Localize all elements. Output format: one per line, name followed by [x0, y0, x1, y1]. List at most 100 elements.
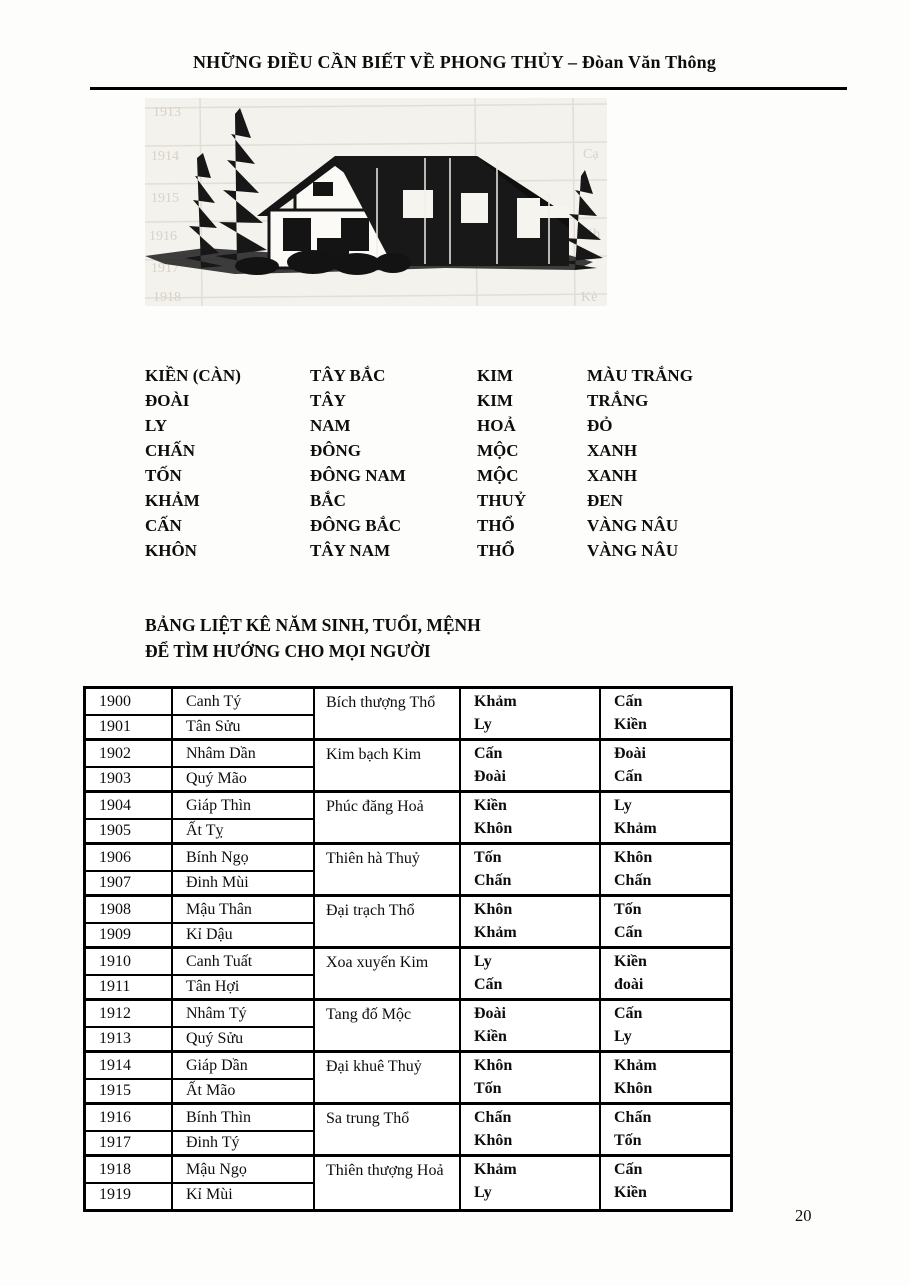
huong-cell-1: Cấn Đoài: [461, 741, 601, 790]
trigram-direction: TÂY NAM: [310, 541, 391, 560]
trigram-element: HOẢ: [477, 416, 516, 435]
section-heading-line1: BẢNG LIỆT KÊ NĂM SINH, TUỔI, MỆNH: [145, 615, 481, 635]
canchi-cell: Canh Tý Tân Sửu: [173, 689, 315, 738]
year-value: 1909: [86, 922, 171, 946]
huong-value: Khảm: [614, 820, 657, 837]
huong-cell-2: Tốn Cấn: [601, 897, 730, 946]
menh-cell: Tang đố Mộc: [315, 1001, 461, 1050]
canchi-cell: Mậu Ngọ Kỉ Mùi: [173, 1157, 315, 1209]
trigram-name: TỐN: [145, 466, 182, 485]
table-row-group: 1908 1909 Mậu Thân Kỉ Dậu Đại trạch Thổ …: [86, 897, 730, 949]
huong-cell-2: Đoài Cấn: [601, 741, 730, 790]
huong-cell-1: Đoài Kiền: [461, 1001, 601, 1050]
page-header-title: NHỮNG ĐIỀU CẦN BIẾT VỀ PHONG THỦY – Đòan…: [192, 52, 717, 72]
huong-value: Kiền: [614, 1184, 647, 1201]
table-row-group: 1916 1917 Bính Thìn Đinh Tý Sa trung Thổ…: [86, 1105, 730, 1157]
table-row-group: 1912 1913 Nhâm Tý Quý Sửu Tang đố Mộc Đo…: [86, 1001, 730, 1053]
year-value: 1919: [86, 1182, 171, 1206]
canchi-cell: Bính Ngọ Đinh Mùi: [173, 845, 315, 894]
svg-text:1916: 1916: [149, 229, 177, 244]
year-value: 1901: [86, 714, 171, 738]
year-cell: 1902 1903: [86, 741, 173, 790]
canchi-cell: Bính Thìn Đinh Tý: [173, 1105, 315, 1154]
huong-cell-2: Ly Khảm: [601, 793, 730, 842]
huong-value: Chấn: [614, 1109, 652, 1126]
year-cell: 1916 1917: [86, 1105, 173, 1154]
huong-value: Đoài: [474, 768, 506, 785]
header-rule: [90, 87, 847, 90]
year-value: 1908: [99, 901, 131, 918]
huong-value: Khảm: [474, 924, 517, 941]
svg-text:Cạ: Cạ: [583, 147, 599, 162]
trigram-direction-list: KIỀN (CÀN) TÂY BẮC KIM MÀU TRẮNG ĐOÀI TÂ…: [145, 363, 765, 563]
huong-value: Khôn: [474, 1132, 513, 1149]
trigram-row: ĐOÀI TÂY KIM TRẮNG: [145, 388, 765, 413]
canchi-value: Giáp Thìn: [186, 797, 252, 814]
year-cell: 1910 1911: [86, 949, 173, 998]
canchi-value: Canh Tuất: [186, 953, 253, 970]
trigram-row: LY NAM HOẢ ĐỎ: [145, 413, 765, 438]
year-menh-table: 1900 1901 Canh Tý Tân Sửu Bích thượng Th…: [83, 686, 733, 1212]
trigram-element: MỘC: [477, 441, 519, 460]
huong-value: Khôn: [474, 1057, 513, 1074]
year-value: 1918: [99, 1161, 131, 1178]
section-heading: BẢNG LIỆT KÊ NĂM SINH, TUỔI, MỆNH ĐỂ TÌM…: [145, 612, 481, 664]
huong-value: Khôn: [614, 849, 653, 866]
huong-value: Đoài: [474, 1005, 506, 1022]
trigram-row: CHẤN ĐÔNG MỘC XANH: [145, 438, 765, 463]
menh-cell: Xoa xuyến Kim: [315, 949, 461, 998]
table-row-group: 1918 1919 Mậu Ngọ Kỉ Mùi Thiên thượng Ho…: [86, 1157, 730, 1209]
huong-cell-1: Khôn Khảm: [461, 897, 601, 946]
huong-cell-2: Khôn Chấn: [601, 845, 730, 894]
canchi-value: Quý Sửu: [173, 1026, 313, 1050]
trigram-name: CHẤN: [145, 441, 196, 460]
year-value: 1912: [99, 1005, 131, 1022]
huong-cell-1: Khảm Ly: [461, 1157, 601, 1209]
table-row-group: 1906 1907 Bính Ngọ Đinh Mùi Thiên hà Thu…: [86, 845, 730, 897]
canchi-value: Kỉ Dậu: [173, 922, 313, 946]
huong-value: Tốn: [474, 849, 502, 866]
trigram-name: ĐOÀI: [145, 391, 190, 410]
year-value: 1900: [99, 693, 131, 710]
year-value: 1905: [86, 818, 171, 842]
huong-value: Tốn: [614, 901, 642, 918]
huong-cell-1: Tốn Chấn: [461, 845, 601, 894]
huong-value: Ly: [614, 797, 632, 814]
huong-value: Cấn: [614, 693, 643, 710]
huong-value: Khảm: [474, 1161, 517, 1178]
year-cell: 1906 1907: [86, 845, 173, 894]
huong-cell-1: Chấn Khôn: [461, 1105, 601, 1154]
canchi-cell: Nhâm Dần Quý Mão: [173, 741, 315, 790]
year-cell: 1914 1915: [86, 1053, 173, 1102]
year-value: 1903: [86, 766, 171, 790]
trigram-direction: NAM: [310, 416, 351, 435]
huong-value: Ly: [614, 1028, 632, 1045]
huong-cell-1: Khôn Tốn: [461, 1053, 601, 1102]
canchi-value: Tân Sửu: [173, 714, 313, 738]
trigram-color: XANH: [587, 441, 638, 460]
trigram-row: KHÔN TÂY NAM THỔ VÀNG NÂU: [145, 538, 765, 563]
canchi-value: Nhâm Tý: [186, 1005, 247, 1022]
year-value: 1914: [99, 1057, 131, 1074]
huong-value: Kiền: [614, 716, 647, 733]
huong-value: Đoài: [614, 745, 646, 762]
huong-value: Kiền: [474, 797, 507, 814]
huong-value: Chấn: [474, 872, 512, 889]
trigram-direction: TÂY: [310, 391, 346, 410]
canchi-value: Ất Mão: [173, 1078, 313, 1102]
trigram-element: KIM: [477, 391, 513, 410]
huong-value: Khôn: [474, 820, 513, 837]
trigram-color: VÀNG NÂU: [587, 516, 679, 535]
huong-cell-2: Kiền đoài: [601, 949, 730, 998]
huong-value: Cấn: [474, 976, 503, 993]
menh-cell: Phúc đăng Hoả: [315, 793, 461, 842]
huong-value: Khảm: [474, 693, 517, 710]
huong-cell-1: Ly Cấn: [461, 949, 601, 998]
year-value: 1916: [99, 1109, 131, 1126]
year-cell: 1918 1919: [86, 1157, 173, 1209]
huong-value: Cấn: [614, 1005, 643, 1022]
huong-value: Khôn: [614, 1080, 653, 1097]
year-value: 1917: [86, 1130, 171, 1154]
trigram-row: CẤN ĐÔNG BẮC THỔ VÀNG NÂU: [145, 513, 765, 538]
trigram-direction: ĐÔNG BẮC: [310, 516, 402, 535]
